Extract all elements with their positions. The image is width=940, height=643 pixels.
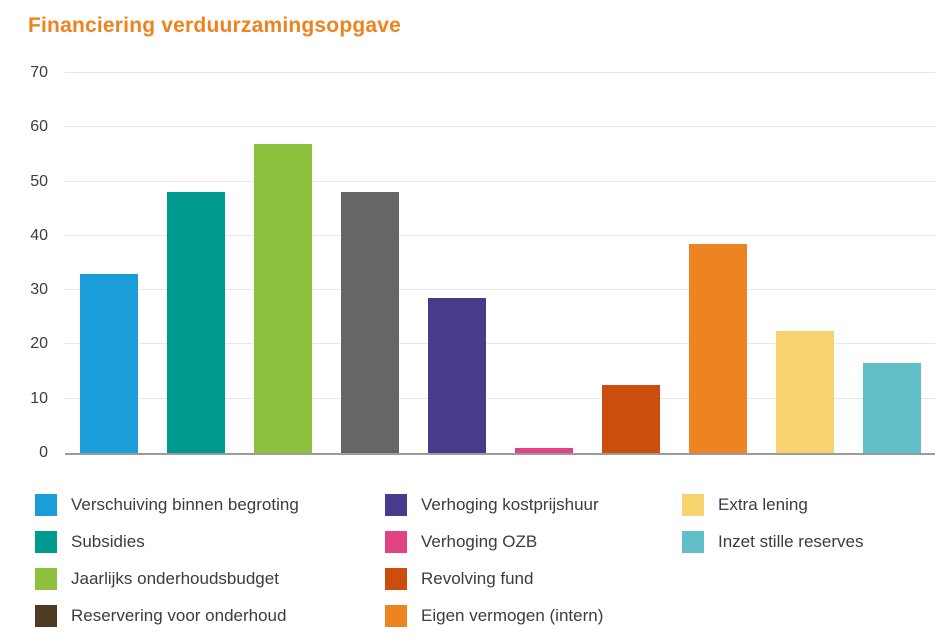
bars-container: [65, 73, 935, 453]
y-axis-tick-label: 50: [30, 172, 48, 190]
gridline: [65, 397, 935, 399]
legend-label: Subsidies: [71, 531, 145, 551]
legend-swatch: [35, 493, 57, 516]
bar-5: [427, 298, 486, 453]
legend-swatch: [682, 493, 704, 516]
legend-swatch: [35, 567, 57, 590]
bar-9: [775, 330, 834, 453]
chart-title: Financiering verduurzamingsopgave: [28, 14, 402, 37]
legend-label: Jaarlijks onderhoudsbudget: [71, 568, 279, 588]
y-axis-tick-label: 20: [30, 335, 48, 353]
bar-slot: [152, 73, 239, 453]
bar-8: [688, 244, 747, 453]
plot-area: [65, 72, 935, 455]
legend-label: Verhoging OZB: [421, 531, 538, 551]
legend-item: Eigen vermogen (intern): [385, 597, 603, 634]
legend-swatch: [385, 567, 407, 590]
legend-label: Inzet stille reserves: [718, 531, 864, 551]
legend-label: Reservering voor onderhoud: [71, 605, 287, 625]
legend-item: Inzet stille reserves: [682, 523, 864, 560]
y-axis: 0 10 20 30 40 50 60 70: [0, 65, 56, 461]
legend-swatch: [35, 530, 57, 553]
legend: Verschuiving binnen begroting Subsidies Ja…: [0, 486, 940, 636]
bar-slot: [239, 73, 326, 453]
legend-label: Verschuiving binnen begroting: [71, 494, 299, 514]
bar-slot: [500, 73, 587, 453]
bar-slot: [413, 73, 500, 453]
bar-slot: [848, 73, 935, 453]
legend-label: Extra lening: [718, 494, 808, 514]
legend-item: Verhoging kostprijshuur: [385, 486, 603, 523]
y-axis-tick-label: 40: [30, 226, 48, 244]
legend-swatch: [385, 493, 407, 516]
bar-slot: [674, 73, 761, 453]
legend-item: Extra lening: [682, 486, 864, 523]
gridline: [65, 126, 935, 128]
bar-3: [253, 143, 312, 453]
y-axis-tick-label: 70: [30, 64, 48, 81]
bar-slot: [587, 73, 674, 453]
bar-10: [862, 363, 921, 453]
legend-label: Eigen vermogen (intern): [421, 605, 604, 625]
legend-item: Subsidies: [35, 523, 299, 560]
gridline: [65, 343, 935, 345]
legend-label: Verhoging kostprijshuur: [421, 494, 599, 514]
bar-slot: [761, 73, 848, 453]
bar-1: [79, 273, 138, 453]
gridline: [65, 180, 935, 182]
y-axis-tick-label: 60: [30, 118, 48, 136]
legend-item: Revolving fund: [385, 560, 603, 597]
gridline: [65, 72, 935, 73]
legend-label: Revolving fund: [421, 568, 534, 588]
bar-2: [166, 192, 225, 453]
bar-6: [514, 447, 573, 453]
legend-column: Verhoging kostprijshuur Verhoging OZB Revo…: [385, 486, 603, 634]
legend-item: Verhoging OZB: [385, 523, 603, 560]
legend-swatch: [35, 604, 57, 627]
y-axis-tick-label: 0: [39, 444, 48, 461]
gridline: [65, 234, 935, 236]
bar-4: [340, 192, 399, 453]
legend-swatch: [682, 530, 704, 553]
legend-item: Jaarlijks onderhoudsbudget: [35, 560, 299, 597]
legend-column: Extra lening Inzet stille reserves: [682, 486, 864, 560]
legend-item: Verschuiving binnen begroting: [35, 486, 299, 523]
y-axis-tick-label: 10: [30, 389, 48, 407]
legend-swatch: [385, 530, 407, 553]
bar-slot: [326, 73, 413, 453]
bar-slot: [65, 73, 152, 453]
legend-column: Verschuiving binnen begroting Subsidies Ja…: [35, 486, 299, 634]
legend-item: Reservering voor onderhoud: [35, 597, 299, 634]
bar-7: [601, 385, 660, 453]
legend-swatch: [385, 604, 407, 627]
gridline: [65, 289, 935, 291]
y-axis-tick-label: 30: [30, 281, 48, 299]
